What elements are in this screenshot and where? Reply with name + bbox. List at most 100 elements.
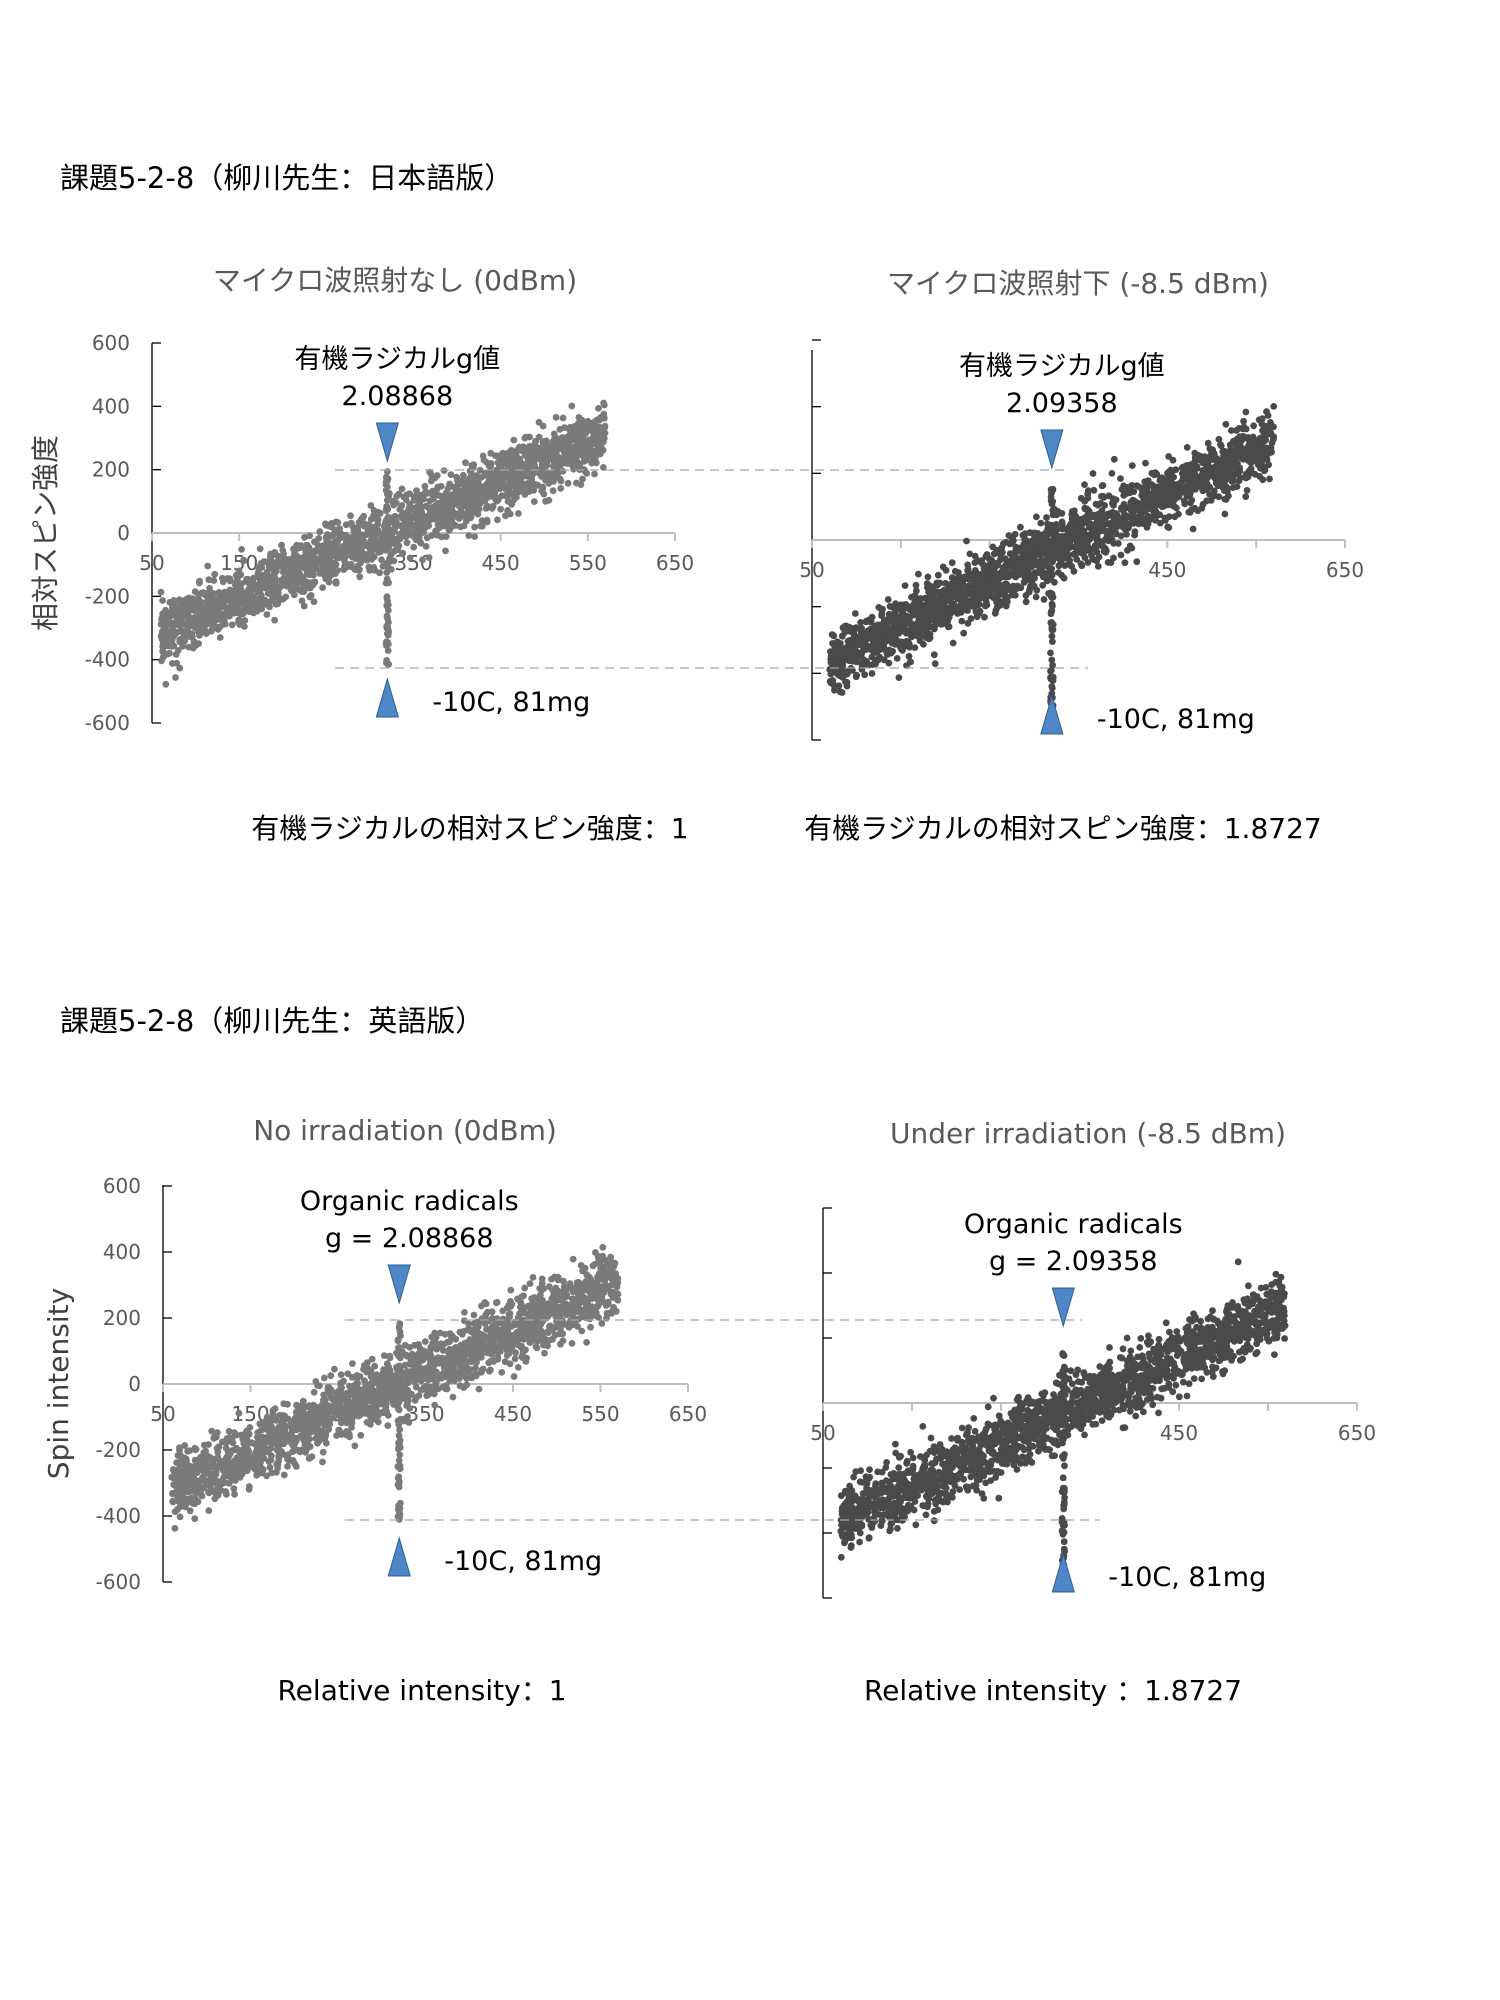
data-point	[1130, 518, 1138, 526]
data-point	[314, 541, 322, 549]
data-point	[516, 455, 524, 463]
data-point	[1251, 457, 1259, 465]
data-point	[433, 472, 441, 479]
data-point	[999, 584, 1006, 592]
data-point	[257, 593, 265, 601]
data-point	[471, 523, 478, 531]
data-point	[828, 631, 836, 638]
data-point	[1258, 415, 1266, 423]
data-point	[499, 476, 507, 484]
data-point	[1011, 561, 1019, 569]
chart-ja-right: マイクロ波照射下 (-8.5 dBm)50 450 650有機ラジカルg値2.093…	[799, 267, 1364, 845]
data-point	[1121, 559, 1129, 567]
data-point	[912, 600, 920, 608]
data-point	[454, 512, 462, 519]
data-point	[1133, 558, 1141, 566]
data-point	[598, 1320, 606, 1327]
data-point	[300, 602, 308, 610]
data-point	[1081, 497, 1089, 505]
data-point	[393, 499, 400, 507]
spike-point	[1048, 619, 1055, 626]
data-point	[209, 614, 217, 621]
data-point	[492, 475, 499, 483]
y-axis-label: 相対スピン強度	[29, 435, 62, 631]
data-point	[1091, 513, 1098, 521]
data-point	[942, 618, 949, 625]
data-point	[204, 562, 212, 570]
data-point	[319, 1448, 327, 1456]
data-point	[969, 595, 976, 603]
data-point	[1078, 549, 1085, 557]
data-point	[931, 660, 939, 667]
data-point	[258, 605, 266, 613]
data-point	[1191, 458, 1199, 466]
data-point	[211, 570, 219, 578]
data-point	[1175, 492, 1183, 500]
data-point	[1097, 527, 1104, 535]
data-point	[492, 452, 499, 459]
data-point	[1165, 453, 1172, 460]
data-point	[568, 1340, 576, 1347]
data-point	[933, 579, 941, 587]
data-point	[1010, 582, 1017, 590]
data-point	[536, 467, 544, 475]
data-point	[399, 549, 407, 557]
data-point	[1138, 484, 1146, 492]
data-point	[270, 592, 278, 599]
peak-marker-down-icon	[1040, 429, 1064, 470]
data-point	[190, 638, 198, 646]
data-point	[1233, 451, 1240, 458]
data-point	[204, 596, 212, 603]
data-point	[240, 556, 248, 564]
data-point	[279, 577, 287, 585]
y-tick-label: 0	[128, 1372, 141, 1396]
data-point	[902, 629, 910, 637]
data-point	[403, 539, 411, 547]
data-point	[1224, 485, 1231, 492]
data-point	[1194, 473, 1202, 481]
data-point	[428, 532, 436, 539]
data-point	[985, 561, 993, 569]
data-point	[1262, 436, 1269, 444]
data-point	[205, 588, 213, 596]
data-point	[256, 545, 264, 553]
relative-intensity-caption: 有機ラジカルの相対スピン強度：1.8727	[804, 812, 1321, 845]
data-point	[347, 512, 354, 520]
data-point	[1270, 403, 1278, 410]
chart-ja-left: マイクロ波照射なし (0dBm)-600-400-200020040060050…	[29, 264, 694, 845]
data-point	[507, 1286, 515, 1294]
data-point	[1245, 467, 1253, 475]
data-point	[831, 686, 838, 694]
data-point	[990, 550, 998, 558]
data-point	[473, 472, 480, 480]
data-point	[519, 472, 527, 480]
data-point	[896, 615, 903, 623]
data-point	[569, 1255, 577, 1263]
data-point	[868, 670, 876, 677]
data-point	[301, 533, 308, 541]
data-point	[1038, 568, 1045, 576]
chart-title: マイクロ波照射下 (-8.5 dBm)	[887, 267, 1269, 300]
data-point	[1008, 591, 1016, 598]
data-point	[573, 479, 580, 487]
data-point	[1103, 513, 1111, 520]
data-point	[904, 638, 911, 646]
data-point	[428, 513, 436, 520]
data-point	[317, 554, 324, 562]
spike-point	[383, 659, 390, 667]
data-point	[1025, 571, 1033, 579]
data-point	[1000, 540, 1007, 548]
data-point	[263, 611, 271, 618]
chart-title: No irradiation (0dBm)	[253, 1114, 557, 1147]
data-point	[599, 427, 606, 434]
data-point	[260, 583, 268, 591]
data-point	[1267, 429, 1274, 437]
data-point	[892, 601, 900, 609]
data-point	[575, 441, 583, 448]
data-point	[425, 554, 433, 561]
data-point	[298, 577, 305, 585]
data-point	[170, 642, 178, 650]
spike-point	[1048, 489, 1055, 497]
data-point	[542, 497, 549, 505]
y-tick-label: -400	[96, 1504, 141, 1528]
